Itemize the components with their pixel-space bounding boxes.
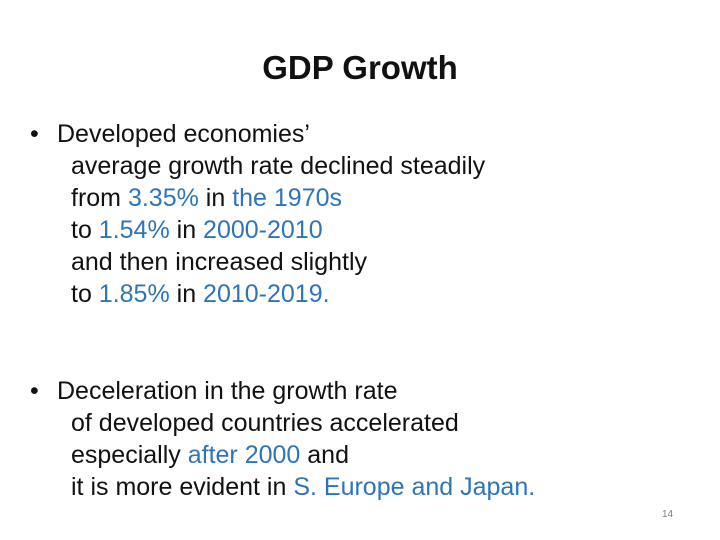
highlight-period: 2000-2010 [203,216,323,244]
bullet-dot-icon: • [30,377,39,405]
bullet-line: to 1.54% in 2000-2010 [71,214,485,246]
line-text: Developed economies’ [57,120,310,148]
highlight-period: 2010-2019. [203,280,330,308]
slide-title: GDP Growth [262,49,458,86]
bullet-line: Developed economies’ [57,118,485,150]
line-text: average growth rate declined steadily [71,152,486,180]
highlight-region: S. Europe and Japan. [293,473,536,501]
bullet-text-1: Developed economies’ average growth rate… [57,118,485,310]
line-text: to [71,280,99,308]
line-text: from [71,184,128,212]
bullet-line: it is more evident in S. Europe and Japa… [71,471,535,503]
line-text: it is more evident in [71,473,294,501]
line-text: especially [71,441,188,469]
bullet-line: average growth rate declined steadily [71,150,485,182]
line-text: in [169,280,204,308]
line-text: in [169,216,204,244]
line-text: and then increased slightly [71,248,368,276]
bullet-line: of developed countries accelerated [71,407,535,439]
highlight-value: 1.54% [98,216,170,244]
highlight-period: after 2000 [187,441,301,469]
bullet-line: to 1.85% in 2010-2019. [71,278,485,310]
bullet-dot-icon: • [30,120,39,148]
bullet-line: Deceleration in the growth rate [57,375,535,407]
highlight-value: 3.35% [127,184,199,212]
line-text: in [198,184,233,212]
bullet-line: from 3.35% in the 1970s [71,182,485,214]
line-text: to [71,216,99,244]
bullet-line: and then increased slightly [71,246,485,278]
line-text: and [300,441,349,469]
bullet-line: especially after 2000 and [71,439,535,471]
line-text: Deceleration in the growth rate [57,377,398,405]
page-number: 14 [662,509,674,520]
highlight-period: the 1970s [232,184,343,212]
line-text: of developed countries accelerated [71,409,459,437]
highlight-value: 1.85% [98,280,170,308]
bullet-text-2: Deceleration in the growth rate of devel… [57,375,535,503]
